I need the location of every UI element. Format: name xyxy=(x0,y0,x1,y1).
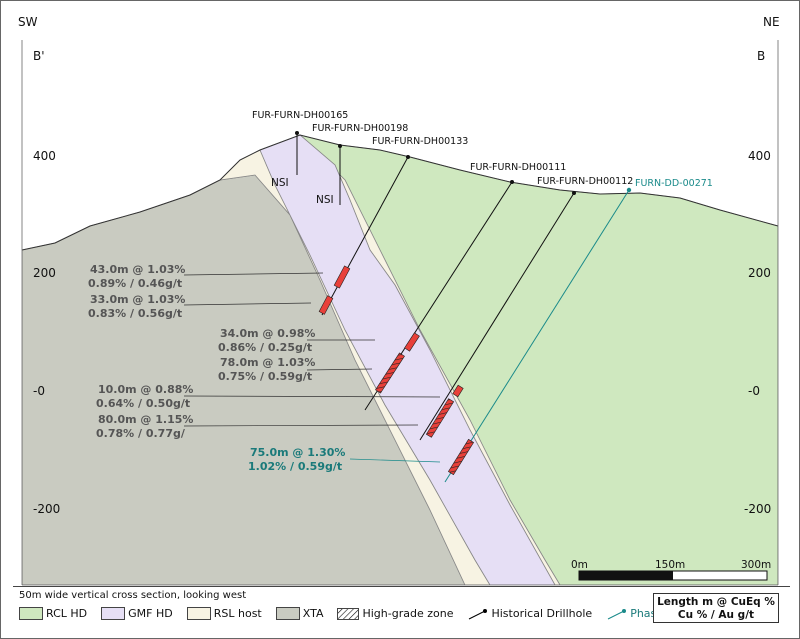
collar-dh00112 xyxy=(572,191,576,195)
intercept-key-box: Length m @ CuEq % Cu % / Au g/t xyxy=(653,593,779,623)
scale-bar: 0m 150m 300m xyxy=(571,559,771,581)
collar-dh00133 xyxy=(406,155,410,159)
intercept-4-line1: 78.0m @ 1.03% xyxy=(220,356,315,369)
legend-label-rsl: RSL host xyxy=(213,607,262,620)
elev-right-0: -0 xyxy=(748,384,760,398)
sw-label: SW xyxy=(18,15,38,29)
collar-dh00165 xyxy=(295,131,299,135)
intercept-6-line2: 0.78% / 0.77g/ xyxy=(96,427,186,440)
hatch-swatch xyxy=(337,607,360,620)
scale-label-0: 0m xyxy=(571,559,588,571)
legend-item-rcl: RCL HD xyxy=(19,607,87,620)
legend-label-high-grade: High-grade zone xyxy=(362,607,454,620)
intercept-3-line2: 0.86% / 0.25g/t xyxy=(218,341,312,354)
legend-item-high-grade: High-grade zone xyxy=(337,607,453,620)
legend-item-historical: Historical Drillhole xyxy=(467,607,592,620)
historical-drillhole-icon xyxy=(469,608,488,619)
label-dh00198: FUR-FURN-DH00198 xyxy=(312,123,408,134)
intercept-5-line2: 0.64% / 0.50g/t xyxy=(96,397,190,410)
drillhole-dd00271 xyxy=(444,189,630,483)
intercept-bar-6 xyxy=(425,398,455,438)
collar-dh00111 xyxy=(510,180,514,184)
legend-label-rcl: RCL HD xyxy=(46,607,88,620)
label-dh00165: FUR-FURN-DH00165 xyxy=(252,110,348,121)
phase1-drillhole-icon xyxy=(607,608,627,619)
elev-right-400: 400 xyxy=(748,149,771,163)
legend-item-gmf: GMF HD xyxy=(101,607,173,620)
elev-left-400: 400 xyxy=(33,149,56,163)
intercept-2-line2: 0.83% / 0.56g/t xyxy=(88,307,182,320)
geology-units xyxy=(22,134,778,585)
legend-label-gmf: GMF HD xyxy=(128,607,173,620)
legend-item-rsl: RSL host xyxy=(186,607,262,620)
legend-label-xta: XTA xyxy=(302,607,324,620)
elev-left-0: -0 xyxy=(33,384,45,398)
collar-dd00271 xyxy=(626,187,632,193)
elev-left-200: 200 xyxy=(33,266,56,280)
intercept-5-line1: 10.0m @ 0.88% xyxy=(98,383,193,396)
intercept-bars xyxy=(318,265,475,476)
legend-label-historical: Historical Drillhole xyxy=(491,607,593,620)
gmf-swatch xyxy=(101,607,126,620)
nsi-label-1: NSI xyxy=(271,177,289,189)
leader-lines xyxy=(183,272,441,463)
intercept-2-line1: 33.0m @ 1.03% xyxy=(90,293,185,306)
intercept-bar-1 xyxy=(333,265,351,289)
collar-dh00198 xyxy=(338,144,342,148)
intercept-1-line1: 43.0m @ 1.03% xyxy=(90,263,185,276)
key-line-1: Length m @ CuEq % xyxy=(657,596,775,608)
nsi-label-2: NSI xyxy=(316,194,334,206)
intercept-4-line2: 0.75% / 0.59g/t xyxy=(218,370,312,383)
label-dh00112: FUR-FURN-DH00112 xyxy=(537,176,633,187)
topography-line xyxy=(21,134,779,251)
label-dh00133: FUR-FURN-DH00133 xyxy=(372,136,468,147)
ne-label: NE xyxy=(763,15,780,29)
intercept-bar-4 xyxy=(375,352,405,394)
drillhole-dh00112 xyxy=(419,192,575,441)
legend-item-xta: XTA xyxy=(275,607,324,620)
elev-right-neg200: -200 xyxy=(744,502,771,516)
intercept-1-line2: 0.89% / 0.46g/t xyxy=(88,277,182,290)
rsl-swatch xyxy=(186,607,211,620)
b-label: B xyxy=(757,49,765,63)
elev-right-200: 200 xyxy=(748,266,771,280)
intercept-bar-2 xyxy=(318,295,334,315)
key-line-2: Cu % / Au g/t xyxy=(677,609,755,621)
intercept-3-line1: 34.0m @ 0.98% xyxy=(220,327,315,340)
scale-label-300: 300m xyxy=(741,559,771,571)
drillhole-dh00133 xyxy=(321,156,409,316)
legend: 50m wide vertical cross section, looking… xyxy=(13,586,790,626)
label-dd00271: FURN-DD-00271 xyxy=(635,178,713,189)
intercept-7-line2: 1.02% / 0.59g/t xyxy=(248,460,342,473)
label-dh00111: FUR-FURN-DH00111 xyxy=(470,162,566,173)
scale-label-150: 150m xyxy=(655,559,685,571)
intercept-bar-3 xyxy=(404,332,420,352)
intercept-7-line1: 75.0m @ 1.30% xyxy=(250,446,345,459)
legend-caption: 50m wide vertical cross section, looking… xyxy=(19,590,247,601)
xta-swatch xyxy=(275,607,300,620)
intercept-bar-7 xyxy=(447,438,475,476)
elev-left-neg200: -200 xyxy=(33,502,60,516)
intercept-bar-5 xyxy=(452,384,464,398)
intercept-6-line1: 80.0m @ 1.15% xyxy=(98,413,193,426)
b-prime-label: B' xyxy=(33,49,45,63)
gmf-unit xyxy=(259,134,556,585)
rcl-swatch xyxy=(19,607,43,620)
